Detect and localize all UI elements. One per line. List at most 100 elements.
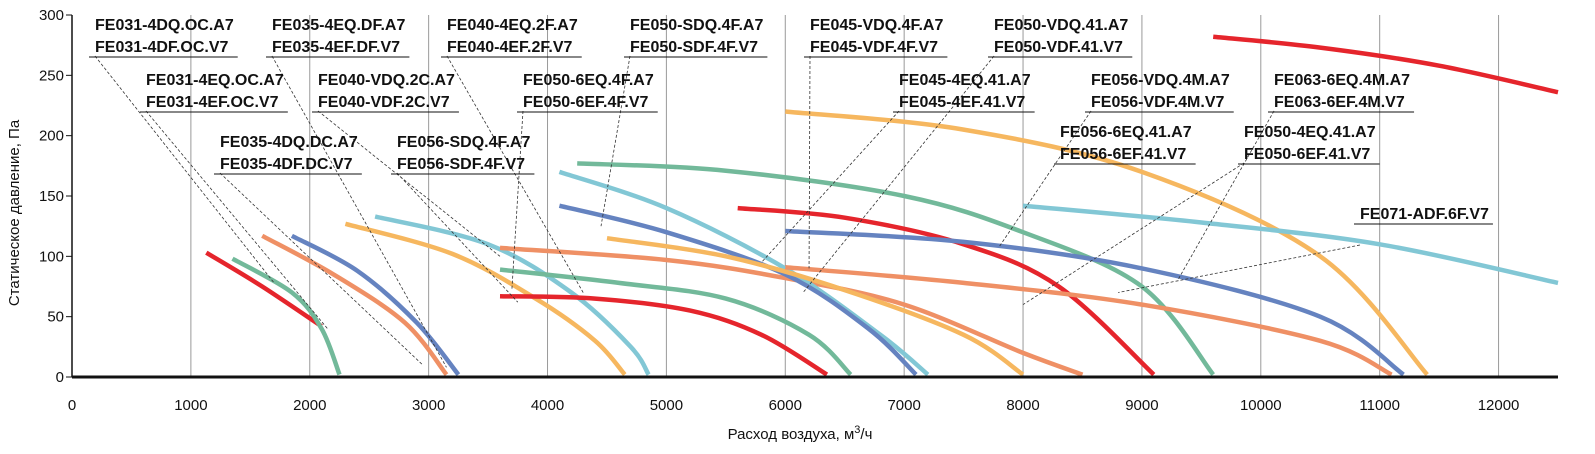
series-label: FE050-6EQ.4F.A7 FE050-6EF.4F.V7 xyxy=(517,72,658,113)
curve-14 xyxy=(737,205,1156,377)
series-label-line: FE031-4EQ.OC.A7 xyxy=(146,72,284,89)
series-label-line: FE050-VDF.41.V7 xyxy=(994,39,1123,56)
series-label-line: FE035-4EQ.DF.A7 xyxy=(272,17,405,34)
x-tick-label: 9000 xyxy=(1125,397,1158,414)
curve-11 xyxy=(558,203,918,377)
leader-line xyxy=(761,110,900,263)
x-tick-label: 11000 xyxy=(1359,397,1400,414)
series-label-line: FE063-6EQ.4M.A7 xyxy=(1274,72,1410,89)
series-label-line: FE056-VDF.4M.V7 xyxy=(1091,94,1224,111)
leader-line xyxy=(1118,244,1361,293)
y-tick-label: 50 xyxy=(47,309,64,326)
leader-line xyxy=(396,172,519,303)
series-label-line: FE056-VDQ.4M.A7 xyxy=(1091,72,1230,89)
curve-13 xyxy=(577,161,1215,377)
x-tick-label: 3000 xyxy=(412,397,445,414)
series-label-line: FE050-SDF.4F.V7 xyxy=(630,39,758,56)
series-label-line: FE045-VDQ.4F.A7 xyxy=(810,17,943,34)
curve-2 xyxy=(231,256,342,376)
series-label-line: FE056-6EF.41.V7 xyxy=(1060,146,1186,163)
curve-3 xyxy=(261,233,449,377)
leader-line xyxy=(802,55,995,293)
series-label-line: FE050-6EF.4F.V7 xyxy=(523,94,649,111)
curve-7 xyxy=(499,293,829,377)
curve-5 xyxy=(344,221,627,377)
leader-line xyxy=(271,55,447,368)
series-label: FE050-4EQ.41.A7 FE050-6EF.41.V7 xyxy=(1238,124,1380,165)
leader-line xyxy=(808,55,811,269)
series-label: FE050-SDQ.4F.A7 FE050-SDF.4F.V7 xyxy=(624,17,768,58)
axes: 0 1000 2000 3000 4000 5000 6000 7000 8000 9000 100… xyxy=(39,7,1558,414)
y-tick-label: 300 xyxy=(39,7,64,24)
series-label: FE045-VDQ.4F.A7 FE045-VDF.4F.V7 xyxy=(804,17,948,58)
series-label-line: FE056-6EQ.41.A7 xyxy=(1060,124,1192,141)
leader-line xyxy=(94,55,275,284)
x-tick-label: 12000 xyxy=(1478,397,1520,414)
series-label-line: FE031-4DQ.OC.A7 xyxy=(95,17,234,34)
curve-17 xyxy=(785,109,1429,377)
series-label: FE040-VDQ.2C.A7 FE040-VDF.2C.V7 xyxy=(312,72,459,113)
series-label-line: FE040-VDQ.2C.A7 xyxy=(318,72,455,89)
curve-12 xyxy=(606,235,1025,377)
curve-19 xyxy=(1212,34,1559,95)
series-label-line: FE040-4EQ.2F.A7 xyxy=(447,17,578,34)
x-tick-label: 0 xyxy=(68,397,76,414)
x-axis-title-sup: 3 xyxy=(854,424,860,436)
series-label-line: FE035-4DQ.DC.A7 xyxy=(220,134,358,151)
series-label: FE031-4EQ.OC.A7 FE031-4EF.OC.V7 xyxy=(140,72,288,113)
curve-16 xyxy=(785,264,1393,377)
x-axis-title-main: Расход воздуха, м xyxy=(728,426,855,443)
curve-6 xyxy=(374,214,651,376)
series-label-line: FE050-6EQ.4F.A7 xyxy=(523,72,654,89)
series-label-line: FE035-4EF.DF.V7 xyxy=(272,39,400,56)
series-label-line: FE050-6EF.41.V7 xyxy=(1244,146,1370,163)
series-label-line: FE045-4EF.41.V7 xyxy=(899,94,1025,111)
series-label-line: FE035-4DF.DC.V7 xyxy=(220,156,353,173)
curve-1 xyxy=(205,250,323,329)
series-label-line: FE050-SDQ.4F.A7 xyxy=(630,17,763,34)
series-label-line: FE056-SDF.4F.V7 xyxy=(397,156,525,173)
leader-line xyxy=(219,172,423,366)
x-tick-label: 2000 xyxy=(293,397,326,414)
leader-line xyxy=(145,110,328,329)
series-label-line: FE031-4DF.OC.V7 xyxy=(95,39,228,56)
leader-line xyxy=(600,55,631,227)
grid-lines xyxy=(190,15,1500,377)
series-label-line: FE050-VDQ.41.A7 xyxy=(994,17,1128,34)
leader-line xyxy=(1177,110,1275,281)
series-label-line: FE056-SDQ.4F.A7 xyxy=(397,134,530,151)
series-label: FE056-6EQ.41.A7 FE056-6EF.41.V7 xyxy=(1054,124,1196,165)
x-tick-label: 7000 xyxy=(887,397,920,414)
series-label-line: FE050-4EQ.41.A7 xyxy=(1244,124,1376,141)
series-label: FE031-4DQ.OC.A7 FE031-4DF.OC.V7 xyxy=(89,17,238,58)
series-label: FE040-4EQ.2F.A7 FE040-4EF.2F.V7 xyxy=(441,17,582,58)
curve-8 xyxy=(499,267,853,377)
series-label: FE045-4EQ.41.A7 FE045-4EF.41.V7 xyxy=(893,72,1035,113)
series-label: FE050-VDQ.41.A7 FE050-VDF.41.V7 xyxy=(988,17,1133,58)
x-tick-label: 8000 xyxy=(1006,397,1039,414)
y-tick-label: 0 xyxy=(56,369,64,386)
x-axis-title-tail: /ч xyxy=(860,426,872,443)
series-label-line: FE063-6EF.4M.V7 xyxy=(1274,94,1405,111)
x-tick-label: 4000 xyxy=(531,397,564,414)
y-tick-label: 250 xyxy=(39,67,64,84)
x-tick-label: 6000 xyxy=(769,397,802,414)
series-label-line: FE040-4EF.2F.V7 xyxy=(447,39,573,56)
series-label-line: FE040-VDF.2C.V7 xyxy=(318,94,450,111)
label-leader-lines xyxy=(94,55,1361,368)
curve-4 xyxy=(290,233,461,377)
x-tick-label: 10000 xyxy=(1240,397,1282,414)
series-label: FE056-VDQ.4M.A7 FE056-VDF.4M.V7 xyxy=(1085,72,1234,113)
series-curves xyxy=(205,34,1559,377)
series-label-line: FE071-ADF.6F.V7 xyxy=(1360,206,1489,223)
curve-15 xyxy=(785,228,1405,377)
series-label-line: FE045-VDF.4F.V7 xyxy=(810,39,938,56)
series-label: FE056-SDQ.4F.A7 FE056-SDF.4F.V7 xyxy=(391,134,535,175)
series-label-line: FE031-4EF.OC.V7 xyxy=(146,94,279,111)
series-label: FE071-ADF.6F.V7 xyxy=(1354,206,1493,225)
curve-18 xyxy=(1022,203,1559,286)
y-tick-label: 100 xyxy=(39,248,64,265)
y-tick-label: 150 xyxy=(39,188,64,205)
series-labels: FE031-4DQ.OC.A7 FE031-4DF.OC.V7 FE035-4EQ.… xyxy=(89,17,1493,225)
